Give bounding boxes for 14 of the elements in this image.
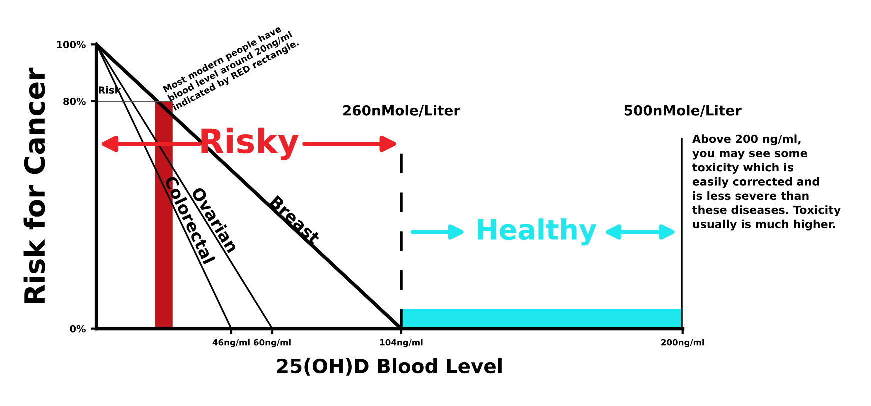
y-tick-label: 80% [64,98,86,106]
y-axis-title: Risk for Cancer [24,68,46,304]
x-axis-title: 25(OH)D Blood Level [278,358,502,376]
y-tick-label: 100% [57,41,86,48]
x-tick-label: 46ng/ml [212,339,250,348]
annotation: Risky [202,128,299,160]
annotation: Healthy [478,218,597,246]
ref-line-label: 500nMole/Liter [624,105,742,117]
text: Above 200 ng/ml, you may see some toxicity which is easily corrected and is less severe than these diseases. Toxicity usually is much higher. [692,134,841,231]
ref-line-label: 260nMole/Liter [344,105,460,117]
y-tick-label: 0% [70,325,86,333]
x-tick-label: 60ng/ml [254,339,291,348]
x-tick-label: 200ng/ml [662,339,704,348]
x-tick-label: 104ng/ml [380,339,423,348]
